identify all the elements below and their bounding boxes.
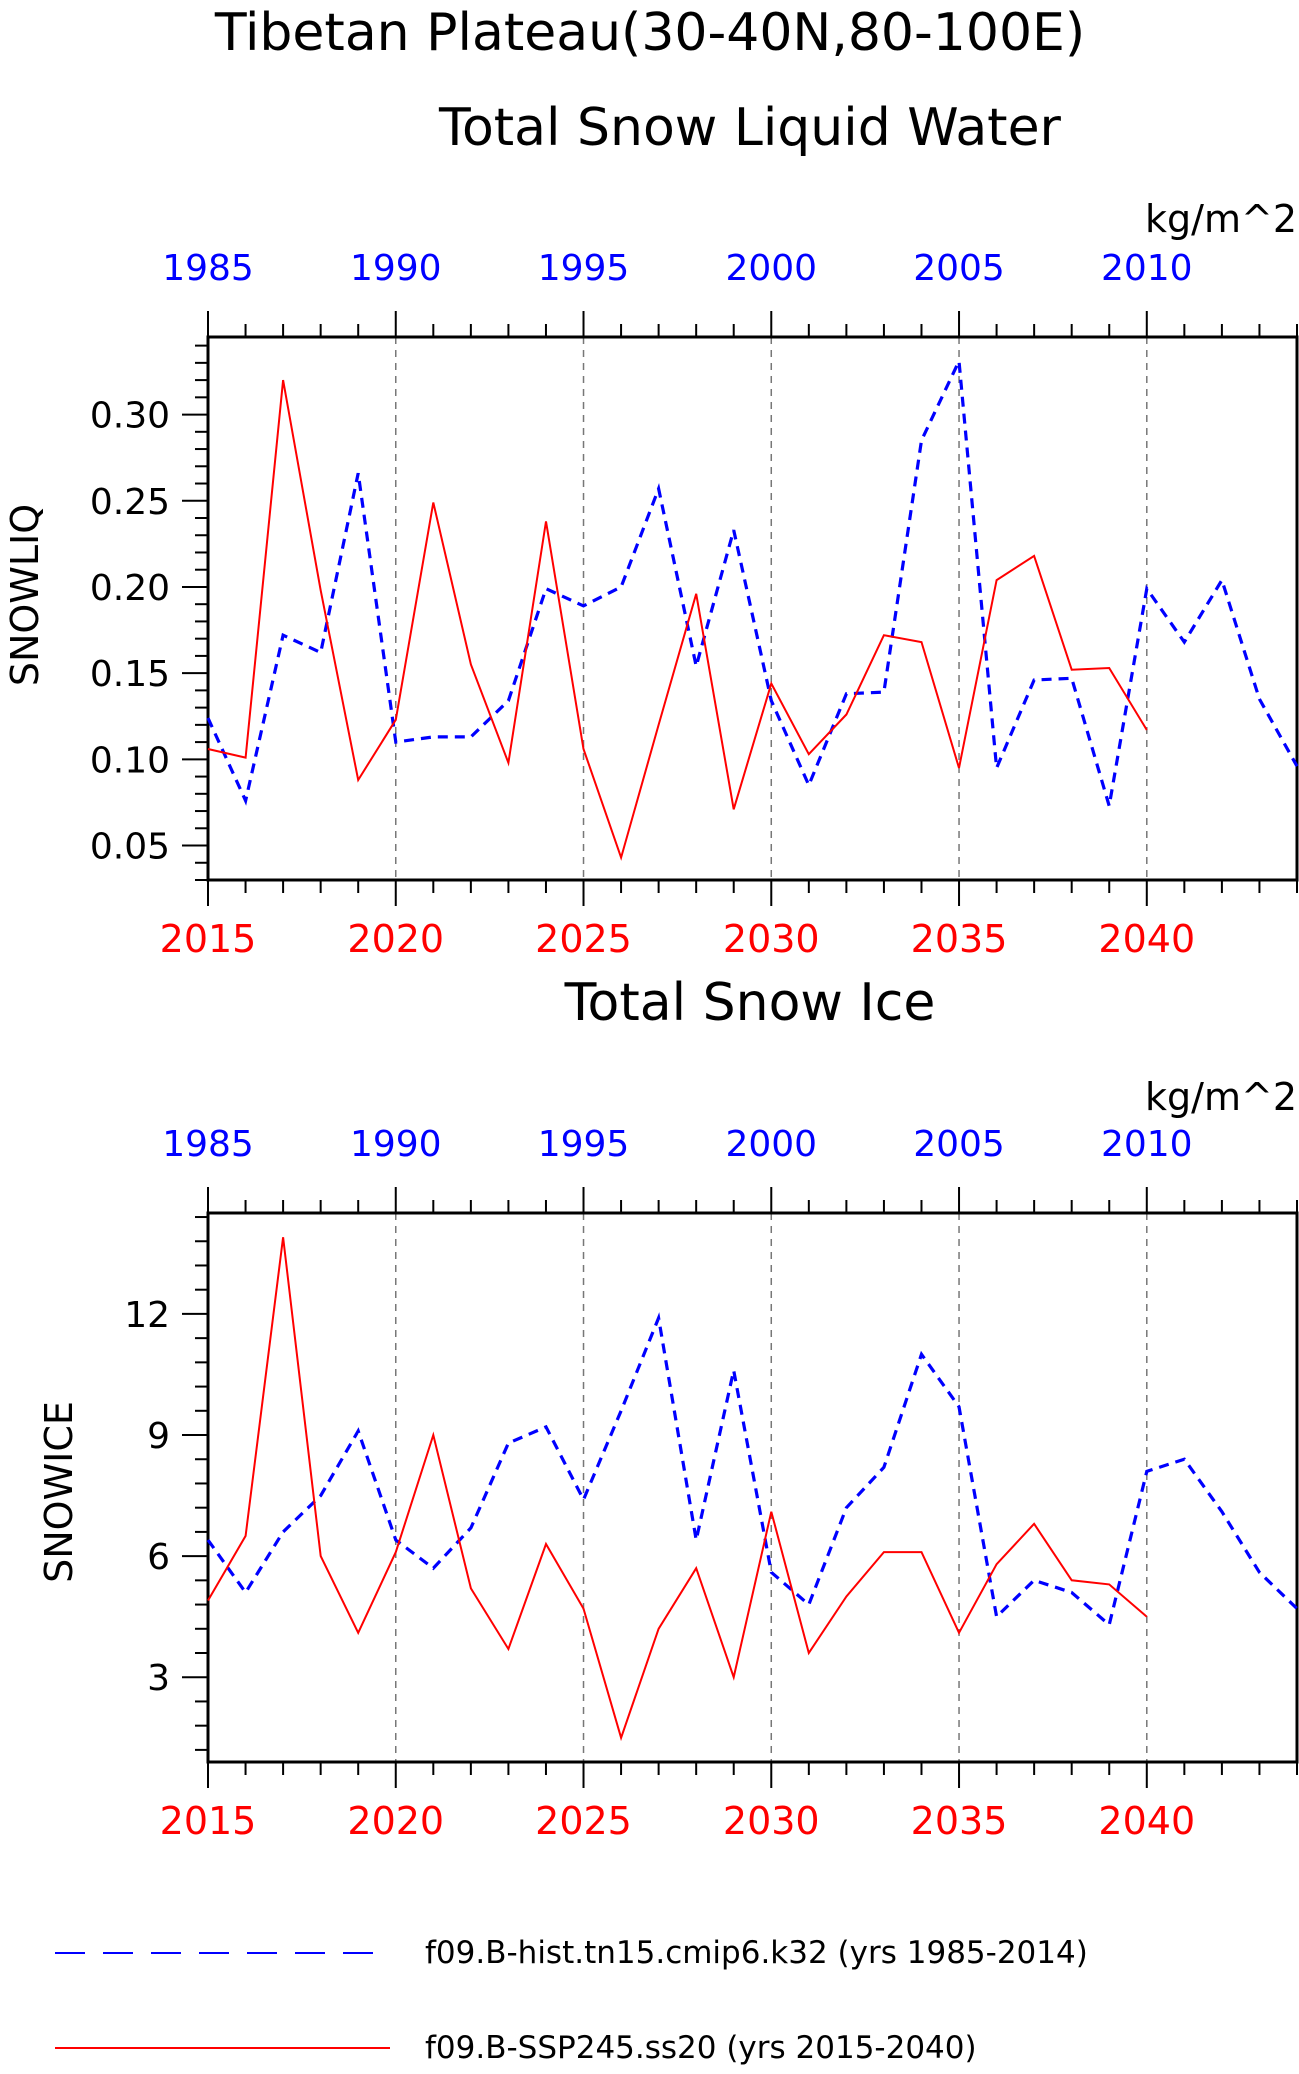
top-tick-label: 1985	[162, 248, 254, 289]
y-tick-label: 0.05	[90, 827, 170, 868]
top-tick-label: 1990	[350, 248, 442, 289]
y-tick-label: 12	[124, 1295, 170, 1336]
top-tick-label: 2005	[913, 248, 1005, 289]
y-axis-label: SNOWLIQ	[3, 504, 47, 686]
panel-title: Total Snow Ice	[564, 973, 936, 1033]
series-line-hist	[206, 355, 1299, 807]
plot-frame	[206, 1211, 1299, 1764]
y-axis-label: SNOWICE	[37, 1401, 81, 1583]
x-tick-label: 2035	[911, 1799, 1008, 1843]
y-tick-label: 0.25	[90, 482, 170, 523]
y-tick-label: 0.10	[90, 740, 170, 781]
x-tick-label: 2035	[911, 917, 1008, 961]
x-tick-label: 2030	[723, 1799, 820, 1843]
y-tick-label: 3	[147, 1658, 170, 1699]
x-tick-label: 2040	[1098, 917, 1195, 961]
legend-label-hist: f09.B-hist.tn15.cmip6.k32 (yrs 1985-2014…	[425, 1935, 1088, 1971]
legend-label-ssp245: f09.B-SSP245.ss20 (yrs 2015-2040)	[425, 2030, 977, 2066]
series-line-ssp245	[207, 1237, 1148, 1742]
top-tick-label: 1990	[350, 1124, 442, 1165]
panel-title: Total Snow Liquid Water	[438, 98, 1062, 158]
plot-frame	[206, 335, 1299, 882]
legend: f09.B-hist.tn15.cmip6.k32 (yrs 1985-2014…	[55, 1935, 1088, 2066]
snowliq-panel: Total Snow Liquid Water kg/m^2 SNOWLIQ 2…	[3, 98, 1299, 961]
top-tick-label: 2005	[913, 1124, 1005, 1165]
series-line-ssp245	[207, 379, 1148, 861]
x-tick-label: 2015	[160, 917, 257, 961]
y-tick-label: 0.30	[90, 396, 170, 437]
top-tick-label: 1995	[538, 248, 630, 289]
x-tick-label: 2020	[347, 917, 444, 961]
y-tick-label: 0.20	[90, 568, 170, 609]
legend-item-hist: f09.B-hist.tn15.cmip6.k32 (yrs 1985-2014…	[55, 1935, 1088, 1971]
y-tick-label: 6	[147, 1537, 170, 1578]
y-tick-label: 9	[147, 1416, 170, 1457]
x-tick-label: 2030	[723, 917, 820, 961]
top-tick-label: 2010	[1101, 248, 1193, 289]
top-tick-label: 2000	[725, 1124, 817, 1165]
x-tick-label: 2040	[1098, 1799, 1195, 1843]
x-tick-label: 2015	[160, 1799, 257, 1843]
top-tick-label: 2000	[725, 248, 817, 289]
y-tick-label: 0.15	[90, 654, 170, 695]
snowice-panel: Total Snow Ice kg/m^2 SNOWICE 2015 2020 20…	[37, 973, 1299, 1843]
x-tick-label: 2025	[535, 917, 632, 961]
top-tick-label: 1995	[538, 1124, 630, 1165]
units-label: kg/m^2	[1145, 1075, 1297, 1119]
figure-title: Tibetan Plateau(30-40N,80-100E)	[214, 3, 1085, 63]
top-tick-label: 2010	[1101, 1124, 1193, 1165]
top-tick-label: 1985	[162, 1124, 254, 1165]
x-tick-label: 2025	[535, 1799, 632, 1843]
x-tick-label: 2020	[347, 1799, 444, 1843]
series-line-hist	[206, 1312, 1299, 1628]
units-label: kg/m^2	[1145, 197, 1297, 241]
legend-item-ssp245: f09.B-SSP245.ss20 (yrs 2015-2040)	[55, 2030, 977, 2066]
